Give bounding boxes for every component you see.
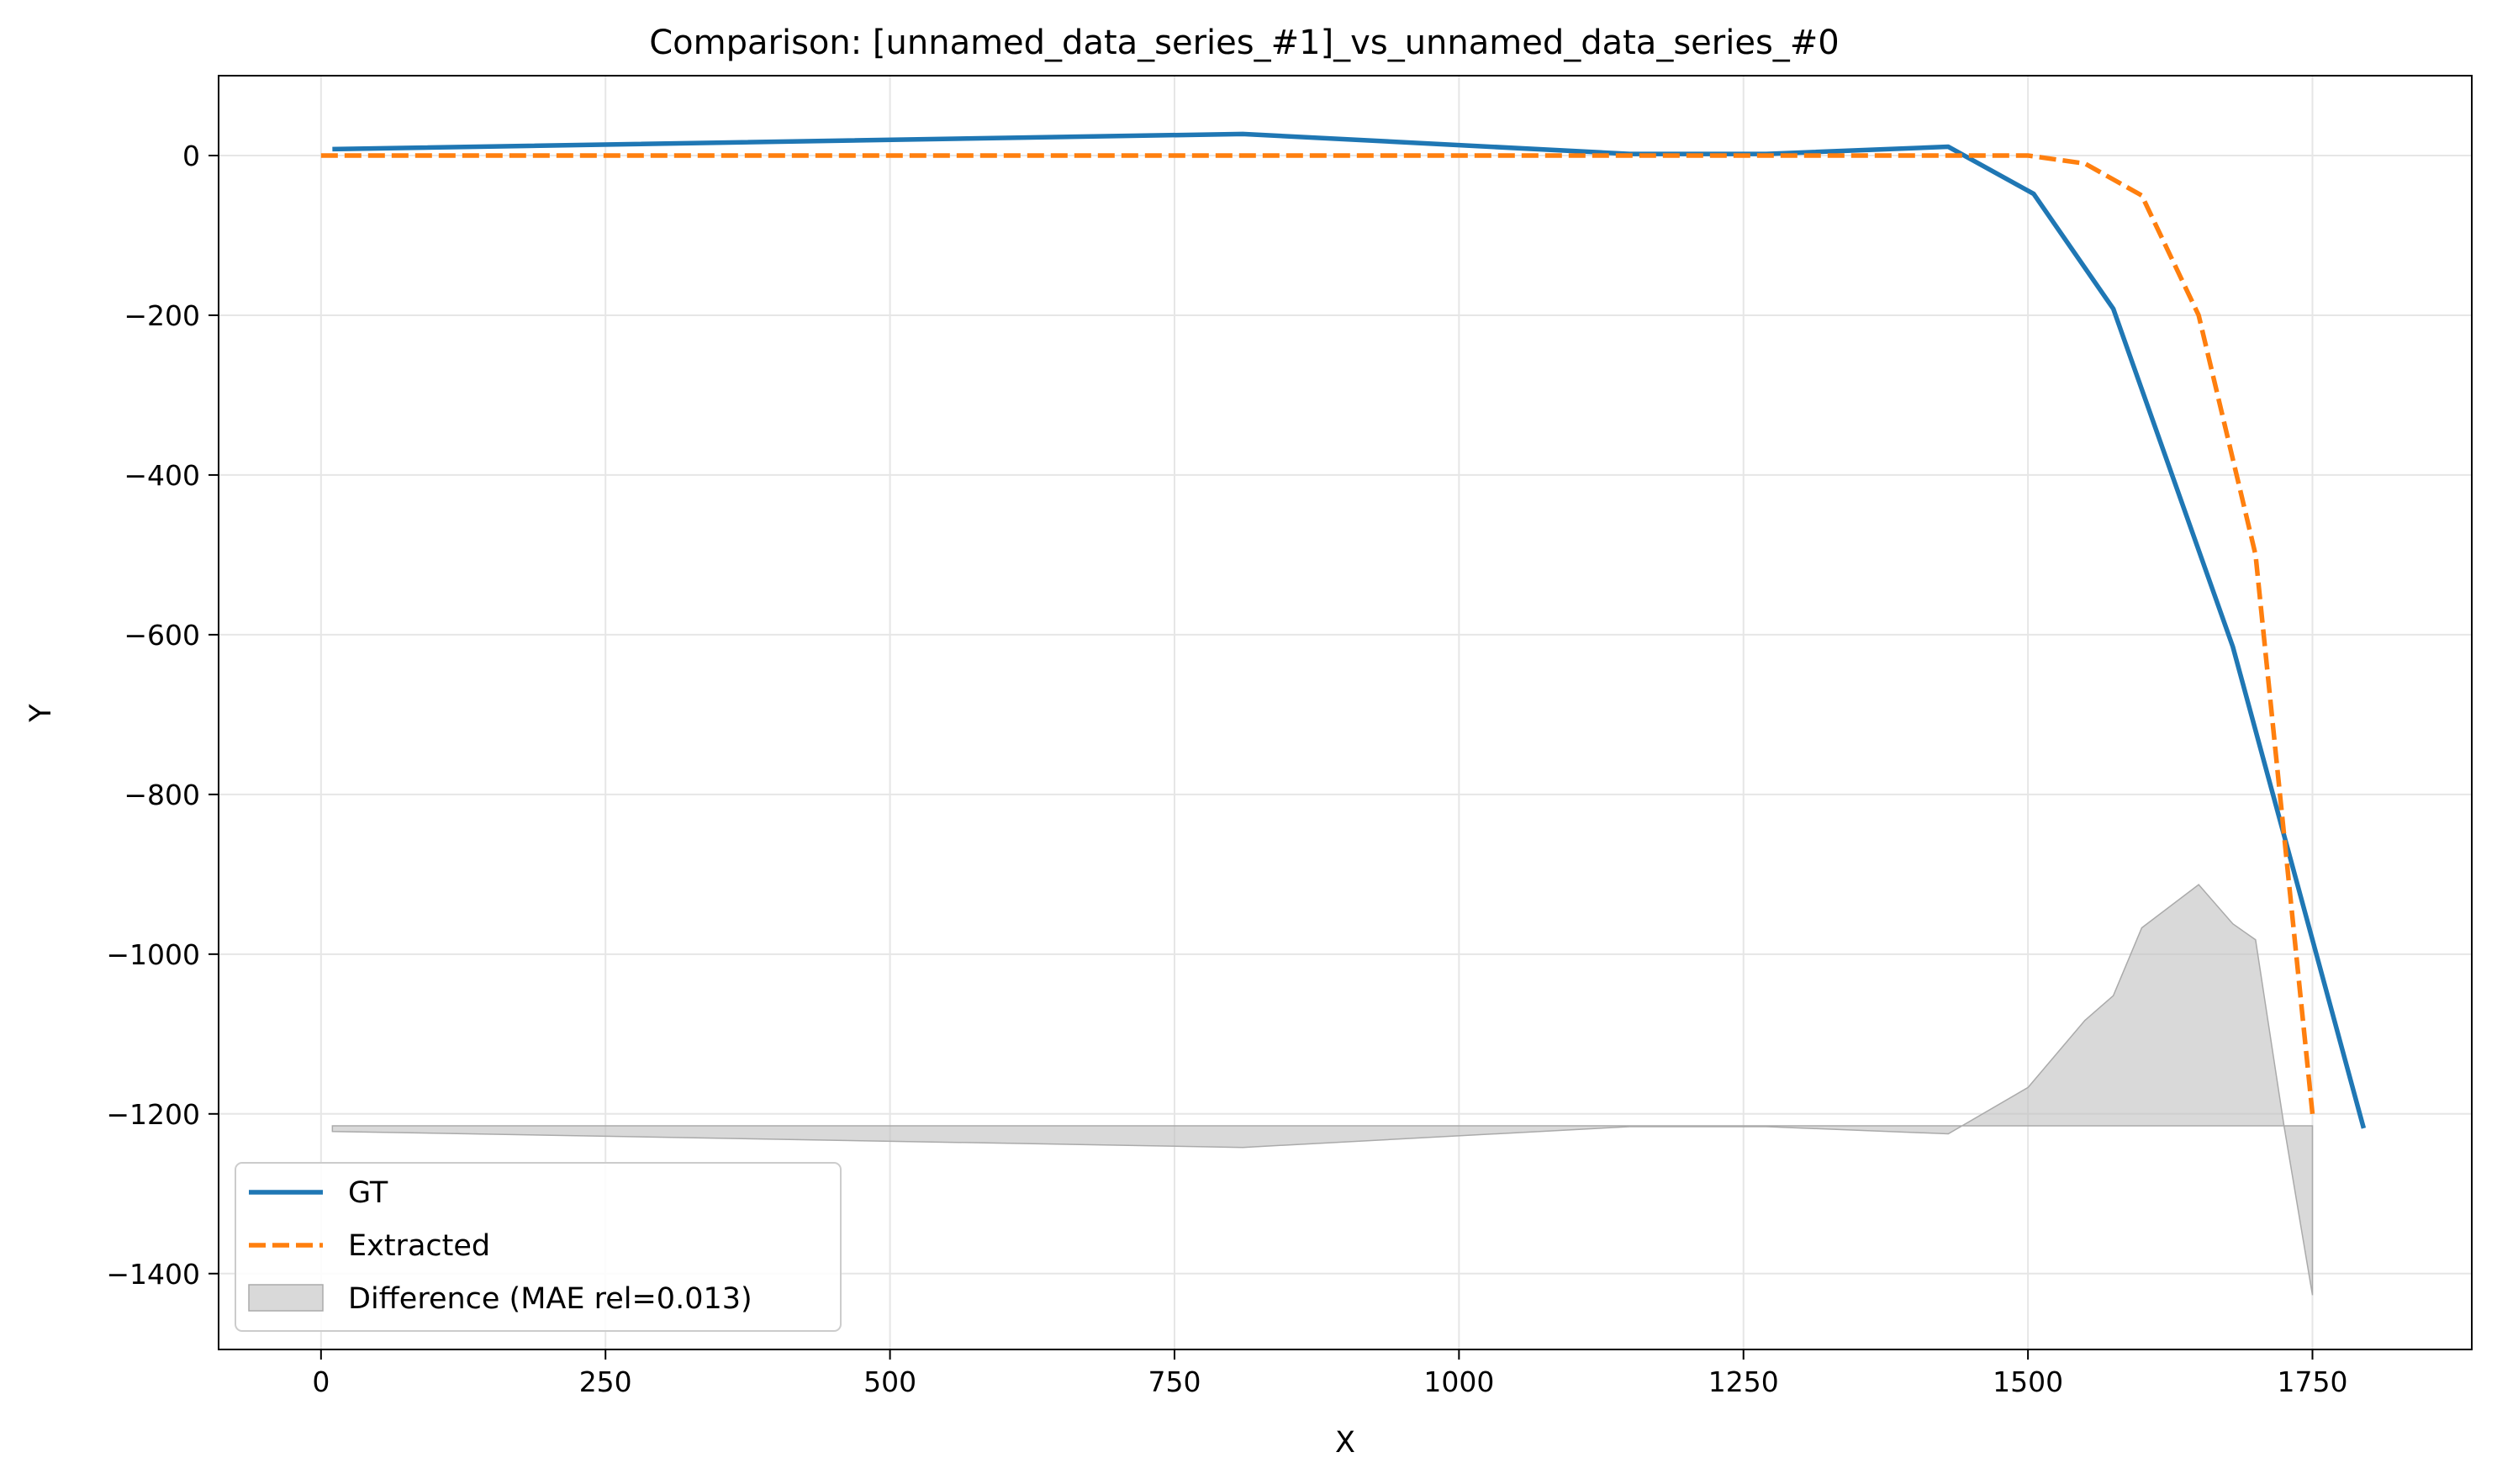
- y-tick-label: −600: [124, 619, 200, 652]
- x-axis-ticks: 0 250 500 750 1000 1250 1500 1750: [312, 1349, 2347, 1398]
- x-tick-label: 250: [579, 1365, 632, 1398]
- difference-area: [331, 884, 2314, 1296]
- legend: GT Extracted Difference (MAE rel=0.013): [235, 1162, 842, 1332]
- legend-box: [235, 1162, 842, 1332]
- chart-title: Comparison: [unnamed_data_series_#1]_vs_…: [649, 24, 1840, 62]
- y-tick-label: −1000: [106, 938, 200, 971]
- plot-frame: [218, 75, 2473, 1350]
- series-layer: [320, 131, 2367, 1129]
- difference-area-layer: [331, 884, 2314, 1296]
- y-tick-label: −800: [124, 779, 200, 811]
- y-tick-label: −1200: [106, 1098, 200, 1131]
- legend-label-difference: Difference (MAE rel=0.013): [348, 1282, 752, 1316]
- legend-swatch-difference: [248, 1284, 324, 1312]
- y-tick-label: −400: [124, 459, 200, 492]
- series-line-gt: [332, 131, 2367, 1129]
- series-line-extracted: [320, 153, 2315, 1115]
- x-tick-label: 1750: [2278, 1365, 2348, 1398]
- x-tick-label: 750: [1148, 1365, 1201, 1398]
- x-tick-label: 1000: [1423, 1365, 1494, 1398]
- x-tick-label: 500: [863, 1365, 916, 1398]
- x-tick-label: 0: [312, 1365, 330, 1398]
- y-tick-label: 0: [182, 140, 200, 172]
- legend-label-gt: GT: [348, 1176, 388, 1210]
- y-axis-ticks: 0 −200 −400 −600 −800 −1000 −1200 −1400: [106, 140, 219, 1291]
- y-tick-label: −1400: [106, 1258, 200, 1291]
- y-tick-label: −200: [124, 299, 200, 332]
- legend-label-extracted: Extracted: [348, 1229, 490, 1263]
- x-tick-label: 1500: [1993, 1365, 2063, 1398]
- x-axis-label: X: [1335, 1426, 1355, 1460]
- x-tick-label: 1250: [1708, 1365, 1779, 1398]
- y-axis-label: Y: [24, 704, 58, 723]
